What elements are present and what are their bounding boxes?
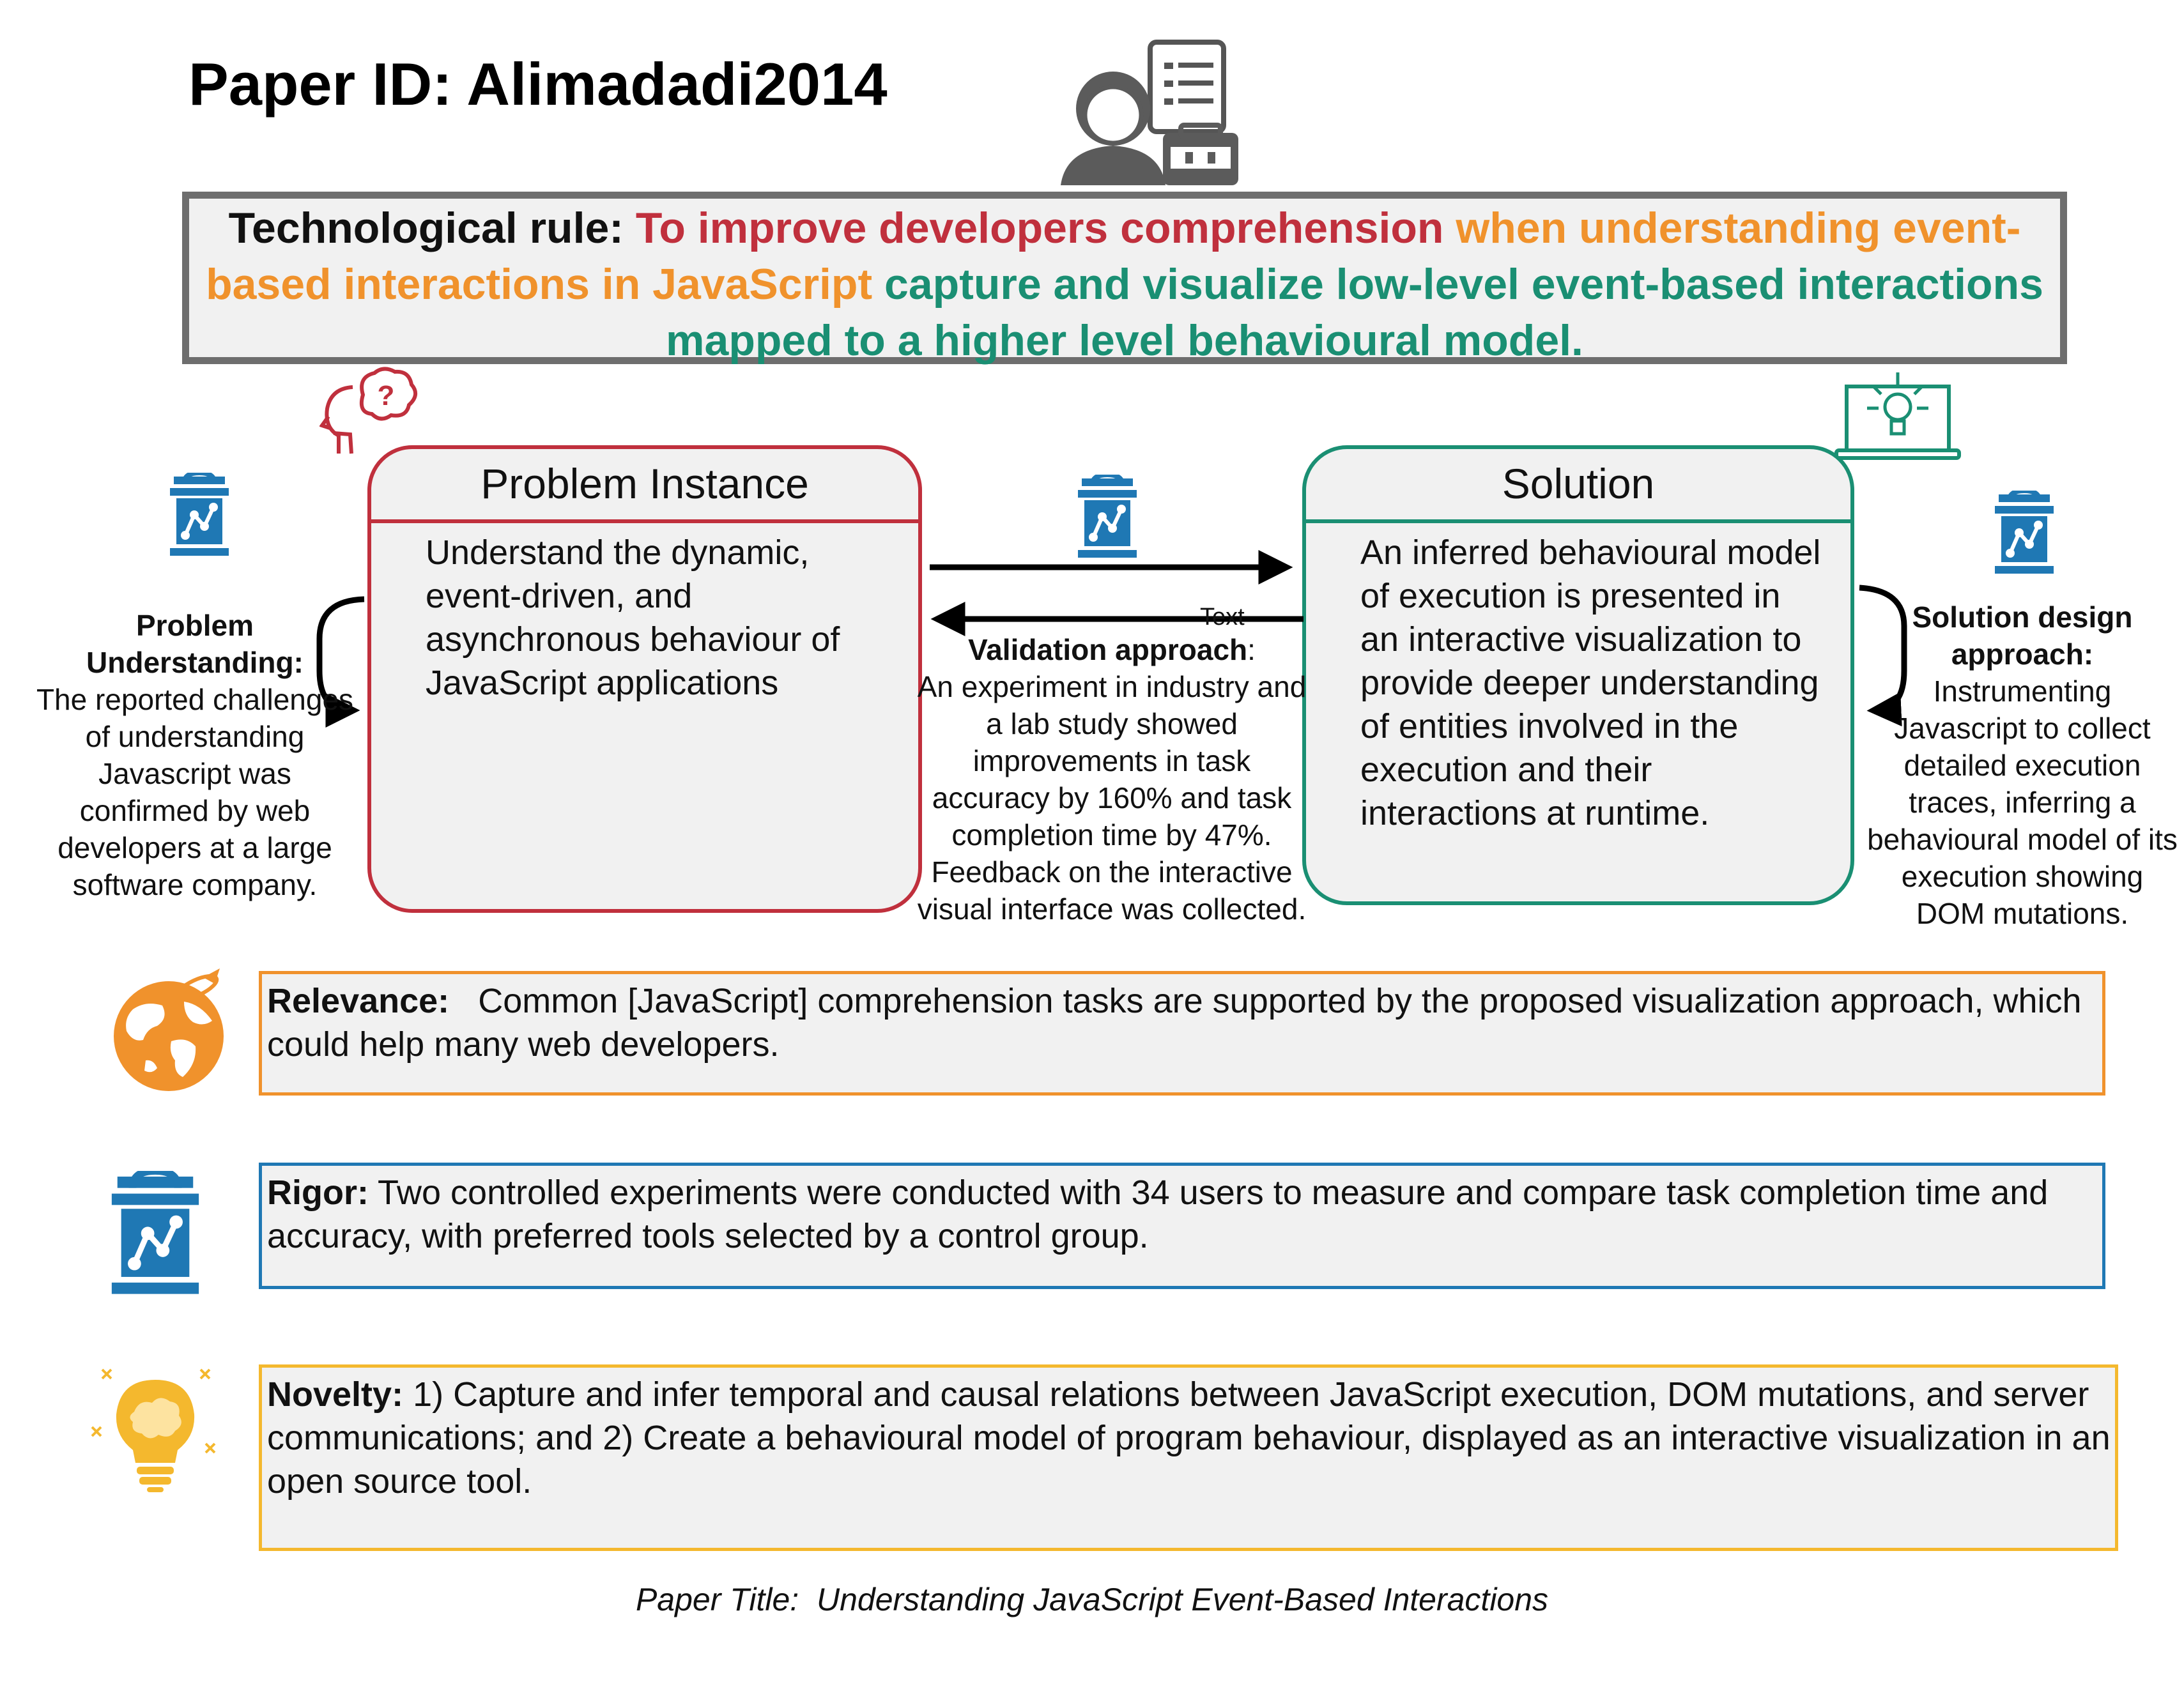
problem-understanding-text: The reported challenges of understanding…: [36, 683, 354, 901]
globe-icon: [114, 968, 224, 1091]
lab-flask-icon: [1995, 491, 2054, 574]
rigor-text: Two controlled experiments were conducte…: [267, 1173, 2049, 1255]
paper-title-label: Paper Title:: [635, 1582, 799, 1617]
solution-panel: Solution An inferred behavioural model o…: [1302, 445, 1854, 905]
problem-instance-panel: Problem Instance Understand the dynamic,…: [367, 445, 922, 913]
rule-label: Technological rule:: [228, 204, 624, 252]
relevance-box: Relevance: Common [JavaScript] comprehen…: [259, 971, 2105, 1096]
solution-design-label: Solution design approach:: [1912, 600, 2133, 671]
technological-rule-box: Technological rule: To improve developer…: [182, 192, 2067, 365]
researcher-icon: [1061, 40, 1238, 185]
lab-flask-icon: [1078, 475, 1137, 558]
rule-context: when understanding event-based interacti…: [206, 204, 2021, 309]
relevance-label: Relevance:: [267, 982, 450, 1020]
problem-instance-text: Understand the dynamic, event-driven, an…: [426, 533, 840, 702]
novelty-text: 1) Capture and infer temporal and causal…: [267, 1375, 2111, 1501]
solution-design-approach: Solution design approach: Instrumenting …: [1866, 599, 2179, 932]
problem-instance-title: Problem Instance: [371, 449, 918, 523]
problem-understanding-label: Problem Understanding:: [86, 609, 304, 679]
paper-title: Paper Title: Understanding JavaScript Ev…: [0, 1581, 2184, 1618]
validation-label: Validation approach: [968, 633, 1248, 666]
novelty-box: Novelty: 1) Capture and infer temporal a…: [259, 1364, 2118, 1551]
arrow-solution-design-loop: [1859, 584, 1907, 727]
problem-understanding: Problem Understanding: The reported chal…: [32, 607, 358, 903]
arrow-problem-understanding-loop: [316, 596, 365, 728]
solution-text: An inferred behavioural model of executi…: [1360, 533, 1821, 832]
solution-title: Solution: [1306, 449, 1850, 523]
validation-text: An experiment in industry and a lab stud…: [917, 670, 1307, 926]
page-title: Paper ID: Alimadadi2014: [188, 50, 888, 118]
svg-text:?: ?: [378, 380, 395, 411]
diagram-arrows: [316, 550, 1907, 728]
novelty-label: Novelty:: [267, 1375, 404, 1414]
relevance-text: Common [JavaScript] comprehension tasks …: [267, 982, 2082, 1064]
validation-approach: Validation approach: An experiment in in…: [917, 633, 1307, 926]
solution-design-text: Instrumenting Javascript to collect deta…: [1867, 675, 2178, 930]
lab-flask-icon: [170, 473, 229, 556]
rule-intervention: capture and visualize low-level event-ba…: [666, 260, 2043, 365]
rigor-label: Rigor:: [267, 1173, 369, 1212]
text-placeholder-label: Text: [1200, 604, 1245, 630]
rigor-box: Rigor: Two controlled experiments were c…: [259, 1163, 2105, 1289]
paper-title-text: Understanding JavaScript Event-Based Int…: [816, 1582, 1549, 1617]
head-question-icon: ?: [319, 367, 417, 454]
rule-goal: To improve developers comprehension: [635, 204, 1444, 252]
lab-flask-icon: [111, 1171, 199, 1294]
brain-bulb-icon: [91, 1368, 216, 1492]
